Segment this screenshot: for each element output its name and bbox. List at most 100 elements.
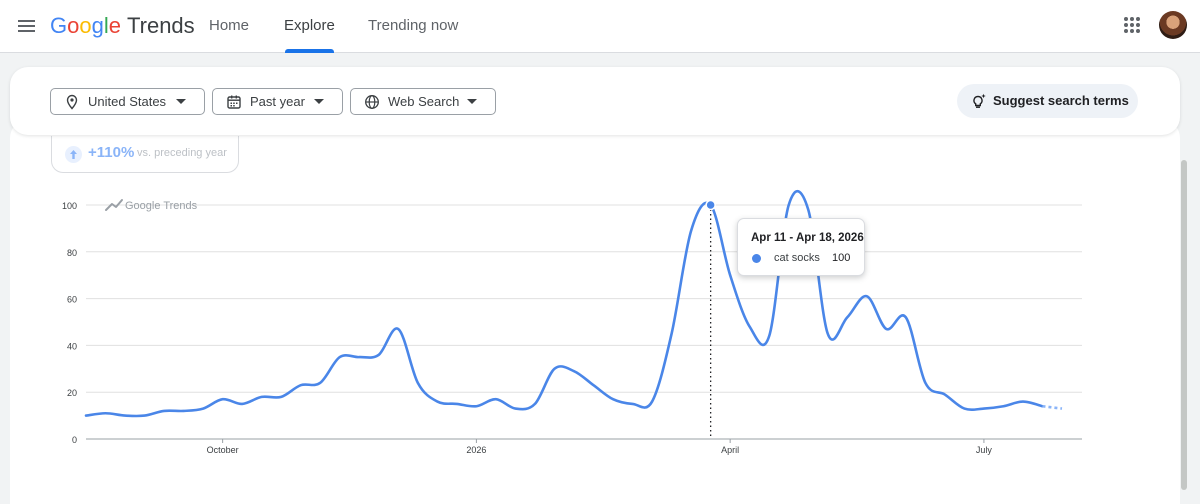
data-point[interactable] (690, 230, 692, 232)
data-point[interactable] (378, 354, 380, 356)
apps-grid-icon[interactable] (1121, 14, 1143, 36)
interest-over-time-card: +110% vs. preceding year (10, 120, 1180, 504)
chevron-down-icon (314, 99, 324, 104)
change-vs-preceding-year: +110% vs. preceding year (51, 136, 239, 173)
data-point[interactable] (319, 382, 321, 384)
time-range-label: Past year (250, 94, 305, 109)
data-point[interactable] (807, 208, 809, 210)
data-point[interactable] (748, 325, 750, 327)
watermark-text: Google Trends (125, 200, 198, 212)
menu-icon[interactable] (14, 13, 40, 39)
account-avatar[interactable] (1159, 11, 1187, 39)
y-tick-label: 40 (67, 341, 77, 351)
data-point[interactable] (885, 328, 887, 330)
data-point[interactable] (905, 316, 907, 318)
data-point[interactable] (553, 368, 555, 370)
data-point[interactable] (651, 400, 653, 402)
data-point[interactable] (417, 382, 419, 384)
data-point[interactable] (846, 316, 848, 318)
data-point[interactable] (300, 384, 302, 386)
data-point[interactable] (495, 398, 497, 400)
data-point[interactable] (963, 407, 965, 409)
tab-explore[interactable]: Explore (284, 17, 335, 34)
series-line-cat-socks[interactable] (84, 190, 1044, 418)
search-property-label: Web Search (388, 94, 460, 109)
x-tick-label: July (976, 445, 993, 455)
data-point[interactable] (163, 410, 165, 412)
active-tab-indicator (285, 49, 334, 53)
y-axis-labels: 0 20 40 60 80 100 (62, 201, 77, 445)
data-point[interactable] (1022, 400, 1024, 402)
y-tick-label: 20 (67, 388, 77, 398)
search-property-dropdown[interactable]: Web Search (350, 88, 496, 115)
location-pin-icon (66, 94, 78, 110)
tab-trending-now[interactable]: Trending now (368, 17, 459, 34)
time-range-dropdown[interactable]: Past year (212, 88, 343, 115)
y-tick-label: 60 (67, 295, 77, 305)
chart-tooltip: Apr 11 - Apr 18, 2026 cat socks 100 (737, 218, 865, 276)
y-tick-label: 100 (62, 201, 77, 211)
data-point[interactable] (85, 414, 87, 416)
series-points (85, 204, 1063, 417)
data-point[interactable] (514, 407, 516, 409)
suggest-search-terms-button[interactable]: Suggest search terms (957, 84, 1138, 118)
data-point[interactable] (397, 328, 399, 330)
data-point[interactable] (944, 393, 946, 395)
data-point[interactable] (358, 356, 360, 358)
series-color-dot (752, 254, 761, 263)
data-point[interactable] (456, 403, 458, 405)
data-point[interactable] (729, 274, 731, 276)
series-partial-segment (1042, 404, 1063, 410)
data-point[interactable] (1041, 405, 1043, 407)
data-point[interactable] (280, 396, 282, 398)
y-tick-label: 0 (72, 435, 77, 445)
top-bar: Google Trends Home Explore Trending now (0, 0, 1200, 53)
data-point[interactable] (788, 204, 790, 206)
data-point[interactable] (924, 382, 926, 384)
data-point[interactable] (1002, 405, 1004, 407)
region-dropdown[interactable]: United States (50, 88, 205, 115)
x-tick-label: April (721, 445, 739, 455)
tooltip-date-range: Apr 11 - Apr 18, 2026 (751, 232, 864, 244)
data-point[interactable] (260, 396, 262, 398)
data-point[interactable] (768, 335, 770, 337)
data-point[interactable] (983, 407, 985, 409)
data-point[interactable] (612, 398, 614, 400)
data-point[interactable] (573, 370, 575, 372)
data-point[interactable] (104, 412, 106, 414)
x-axis-ticks: October 2026 April July (207, 439, 993, 455)
change-percent: +110% (88, 144, 135, 161)
page-scrollbar[interactable] (1181, 160, 1187, 490)
trend-arrow-icon (105, 199, 123, 211)
data-point[interactable] (124, 414, 126, 416)
up-arrow-icon (65, 146, 82, 163)
data-point[interactable] (202, 407, 204, 409)
data-point[interactable] (534, 403, 536, 405)
data-point[interactable] (143, 414, 145, 416)
data-point[interactable] (436, 400, 438, 402)
change-label: vs. preceding year (137, 147, 227, 159)
x-tick-label: 2026 (466, 445, 486, 455)
hover-point (705, 199, 716, 211)
data-point[interactable] (182, 410, 184, 412)
data-point[interactable] (827, 333, 829, 335)
lightbulb-sparkle-icon (973, 93, 986, 108)
data-point[interactable] (221, 398, 223, 400)
google-trends-logo[interactable]: Google Trends (50, 13, 195, 38)
data-point[interactable] (592, 384, 594, 386)
data-point[interactable] (1061, 407, 1063, 409)
data-point[interactable] (241, 403, 243, 405)
filter-bar: United States Past year Web Search Sugge… (10, 67, 1180, 135)
data-point[interactable] (866, 295, 868, 297)
chevron-down-icon (467, 99, 477, 104)
tab-home[interactable]: Home (209, 17, 250, 34)
data-point[interactable] (339, 356, 341, 358)
google-trends-watermark: Google Trends (105, 199, 198, 212)
data-point[interactable] (631, 403, 633, 405)
data-point[interactable] (475, 405, 477, 407)
region-label: United States (88, 94, 167, 109)
suggest-search-terms-label: Suggest search terms (993, 93, 1129, 108)
chevron-down-icon (176, 99, 186, 104)
data-point[interactable] (670, 333, 672, 335)
